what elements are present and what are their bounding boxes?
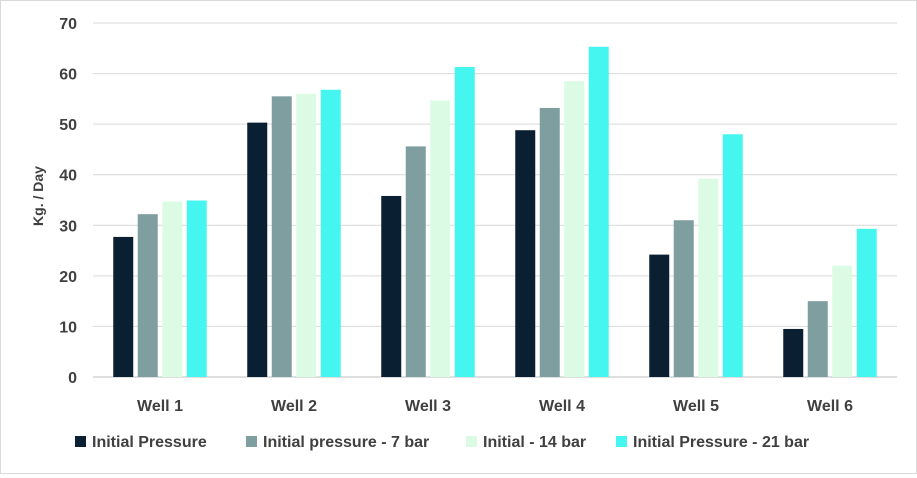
bar bbox=[137, 214, 158, 377]
y-tick-label: 70 bbox=[59, 16, 77, 33]
bar bbox=[783, 328, 804, 377]
x-category-label: Well 3 bbox=[405, 398, 451, 415]
bar bbox=[722, 134, 743, 377]
legend-label: Initial - 14 bar bbox=[483, 434, 586, 451]
x-category-label: Well 1 bbox=[137, 398, 183, 415]
bar bbox=[430, 100, 451, 378]
bar bbox=[113, 236, 134, 377]
x-category-label: Well 2 bbox=[271, 398, 317, 415]
bar bbox=[832, 265, 853, 377]
bar bbox=[649, 254, 670, 377]
bar bbox=[698, 178, 719, 377]
bar bbox=[162, 201, 183, 377]
bar bbox=[381, 195, 402, 377]
bar bbox=[539, 107, 560, 378]
bar bbox=[186, 200, 207, 377]
y-tick-label: 40 bbox=[59, 168, 77, 185]
bar bbox=[454, 66, 475, 378]
y-tick-label: 50 bbox=[59, 117, 77, 134]
x-category-label: Well 5 bbox=[673, 398, 719, 415]
y-tick-label: 60 bbox=[59, 67, 77, 84]
x-axis-categories: Well 1 Well 2 Well 3 Well 4 Well 5 Well 6 bbox=[137, 398, 853, 415]
bar bbox=[564, 81, 585, 378]
y-axis-label: Kg. / Day bbox=[30, 166, 46, 226]
legend-item: Initial Pressure - 21 bar bbox=[616, 434, 809, 451]
bar bbox=[296, 93, 317, 378]
bar bbox=[247, 122, 268, 377]
x-category-label: Well 6 bbox=[807, 398, 853, 415]
legend-swatch bbox=[75, 436, 86, 447]
legend: Initial Pressure Initial pressure - 7 bar… bbox=[75, 434, 809, 451]
y-axis-ticks: 0 10 20 30 40 50 60 70 bbox=[59, 16, 77, 387]
legend-swatch bbox=[466, 436, 477, 447]
legend-label: Initial Pressure - 21 bar bbox=[633, 434, 809, 451]
legend-swatch bbox=[246, 436, 257, 447]
bars bbox=[113, 46, 877, 378]
gridlines bbox=[93, 22, 897, 378]
bar bbox=[271, 96, 292, 377]
bar bbox=[515, 130, 536, 377]
y-tick-label: 10 bbox=[59, 319, 77, 336]
bar bbox=[856, 228, 877, 377]
bar bbox=[320, 89, 341, 378]
bar bbox=[405, 146, 426, 377]
legend-label: Initial Pressure bbox=[92, 434, 207, 451]
y-tick-label: 20 bbox=[59, 269, 77, 286]
x-category-label: Well 4 bbox=[539, 398, 585, 415]
bar bbox=[588, 46, 609, 378]
legend-label: Initial pressure - 7 bar bbox=[263, 434, 429, 451]
legend-swatch bbox=[616, 436, 627, 447]
bar bbox=[807, 301, 828, 377]
y-tick-label: 0 bbox=[68, 370, 77, 387]
bar bbox=[673, 220, 694, 377]
y-tick-label: 30 bbox=[59, 218, 77, 235]
legend-item: Initial pressure - 7 bar bbox=[246, 434, 429, 451]
legend-item: Initial - 14 bar bbox=[466, 434, 586, 451]
legend-item: Initial Pressure bbox=[75, 434, 207, 451]
